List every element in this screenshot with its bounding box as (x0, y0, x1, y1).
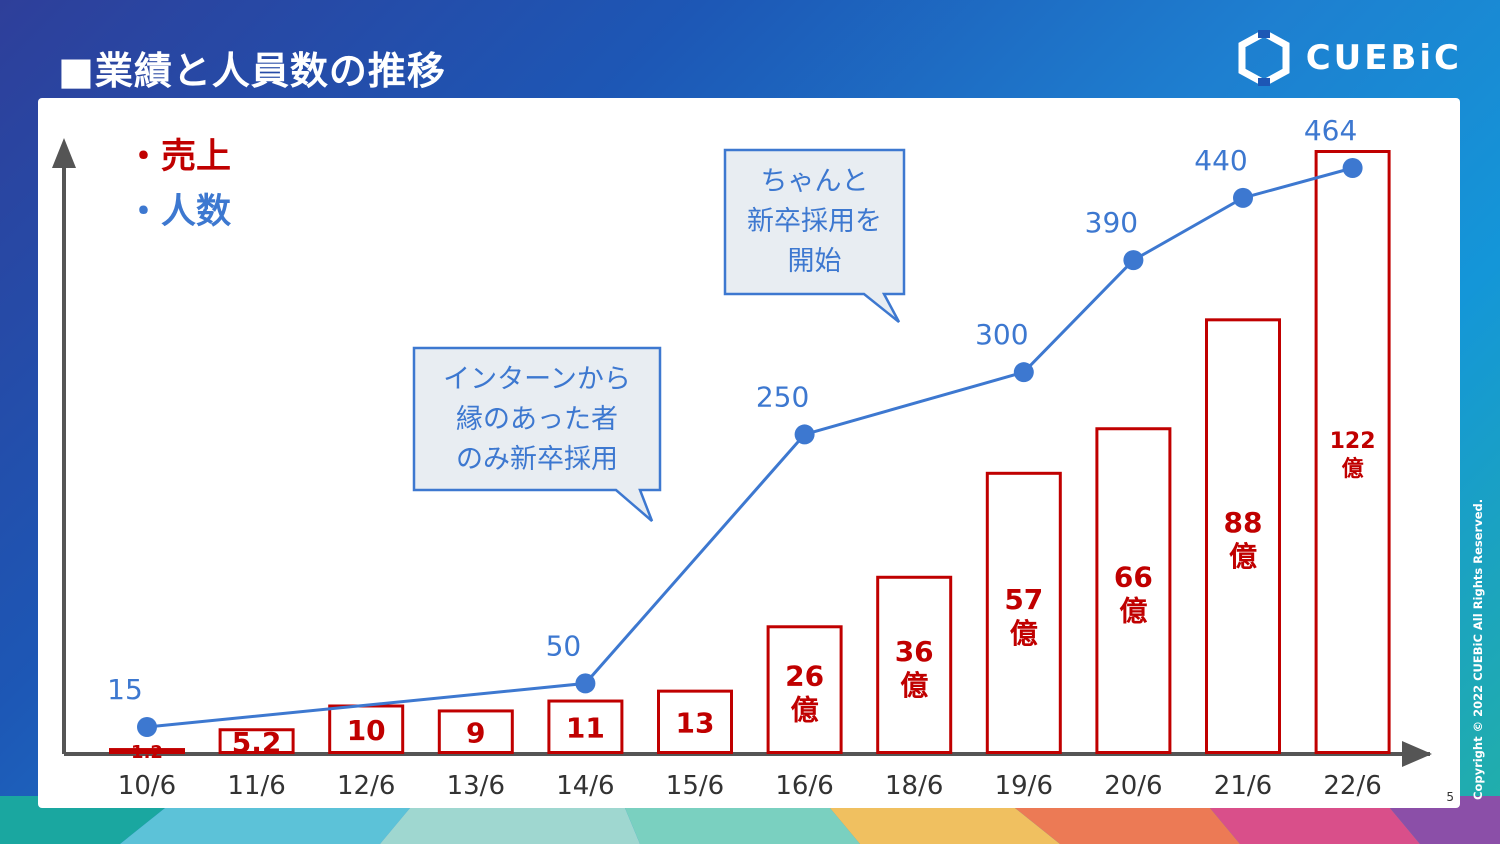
sales-bar-label: 9 (466, 716, 485, 749)
callout-intern-text: のみ新卒採用 (456, 444, 618, 475)
sales-bar (218, 728, 295, 754)
people-point (137, 717, 157, 737)
sales-bar-label: 88 億 (1224, 506, 1263, 573)
sales-bar-label: 13 (676, 706, 715, 739)
sales-bar (876, 575, 953, 754)
chart-legend: ・売上 ・人数 (126, 130, 231, 240)
x-tick-label: 15/6 (666, 771, 724, 801)
page-number: 5 (1446, 790, 1454, 804)
people-point-label: 250 (756, 380, 809, 413)
people-point (794, 424, 815, 445)
sales-bar (1095, 427, 1172, 754)
sales-bar (985, 471, 1062, 754)
sales-bar-label: 1.2 (131, 742, 163, 763)
x-tick-label: 20/6 (1104, 771, 1162, 801)
page-title: ■業績と人員数の推移 (58, 49, 446, 93)
people-point-label: 50 (546, 629, 582, 662)
copyright-text: Copyright © 2022 CUEBiC All Rights Reser… (1471, 498, 1485, 800)
callout-intern-text: 縁のあった者 (456, 404, 618, 435)
x-tick-label: 11/6 (227, 771, 285, 801)
x-tick-label: 12/6 (337, 771, 395, 801)
x-tick-label: 10/6 (118, 771, 176, 801)
sales-bar-label: 66 億 (1114, 561, 1153, 628)
logo-text: CUEBiC (1305, 38, 1462, 78)
people-point-label: 300 (975, 318, 1028, 351)
sales-bar-label: 10 (347, 714, 386, 747)
callout-graduate-text: 新卒採用を (747, 206, 882, 237)
people-point-label: 15 (107, 673, 143, 706)
people-point (1342, 158, 1363, 178)
sales-bar-label: 57 億 (1004, 583, 1043, 650)
people-point (575, 673, 596, 694)
sales-bar-label: 11 (566, 711, 605, 744)
sales-bar (547, 699, 624, 754)
sales-bar (1205, 318, 1281, 754)
sales-bar-label: 26 億 (785, 660, 824, 727)
chart-panel: 1.2 5.2 10 9 11 13 26 億 36 億 57 億 66 億 88 億 122 億 10/6 11/6… (38, 98, 1460, 808)
people-point (1123, 250, 1144, 271)
sales-bar (766, 625, 843, 754)
x-axis-arrow (1402, 741, 1432, 767)
x-tick-label: 22/6 (1323, 771, 1381, 801)
x-tick-label: 21/6 (1214, 771, 1272, 801)
callout-graduate-text: 開始 (788, 246, 842, 277)
sales-bar (1314, 150, 1391, 754)
chart-svg: 1.2 5.2 10 9 11 13 26 億 36 億 57 億 66 億 88 億 122 億 10/6 11/6… (52, 114, 1432, 801)
people-point (1013, 362, 1034, 383)
company-logo: CUEBiC (1236, 30, 1462, 86)
callout-graduate (723, 148, 906, 323)
legend-sales: ・売上 (126, 137, 232, 177)
sales-bar-label: 36 億 (895, 635, 934, 702)
x-tick-label: 18/6 (885, 771, 943, 801)
sales-bar (657, 689, 733, 754)
bottom-decoration (0, 796, 1500, 844)
sales-bar-label: 5.2 (232, 726, 282, 759)
x-tick-label: 16/6 (775, 771, 833, 801)
callout-intern (412, 346, 662, 522)
people-point-label: 390 (1085, 206, 1138, 239)
x-tick-label: 13/6 (447, 771, 505, 801)
callout-intern-text: インターンから (443, 364, 631, 395)
people-point-label: 464 (1304, 114, 1357, 147)
sales-bar-label: 122 億 (1330, 429, 1376, 482)
sales-bar (437, 709, 514, 755)
sales-bar (109, 748, 185, 755)
people-point (1233, 187, 1253, 208)
callout-graduate-text: ちゃんと (761, 166, 869, 197)
x-tick-label: 19/6 (995, 771, 1053, 801)
people-point-label: 440 (1194, 144, 1247, 177)
hexagon-logo-icon (1238, 30, 1290, 86)
y-axis-arrow (52, 138, 76, 168)
x-tick-label: 14/6 (556, 771, 614, 801)
legend-people: ・人数 (126, 192, 232, 232)
sales-bar (328, 704, 405, 755)
